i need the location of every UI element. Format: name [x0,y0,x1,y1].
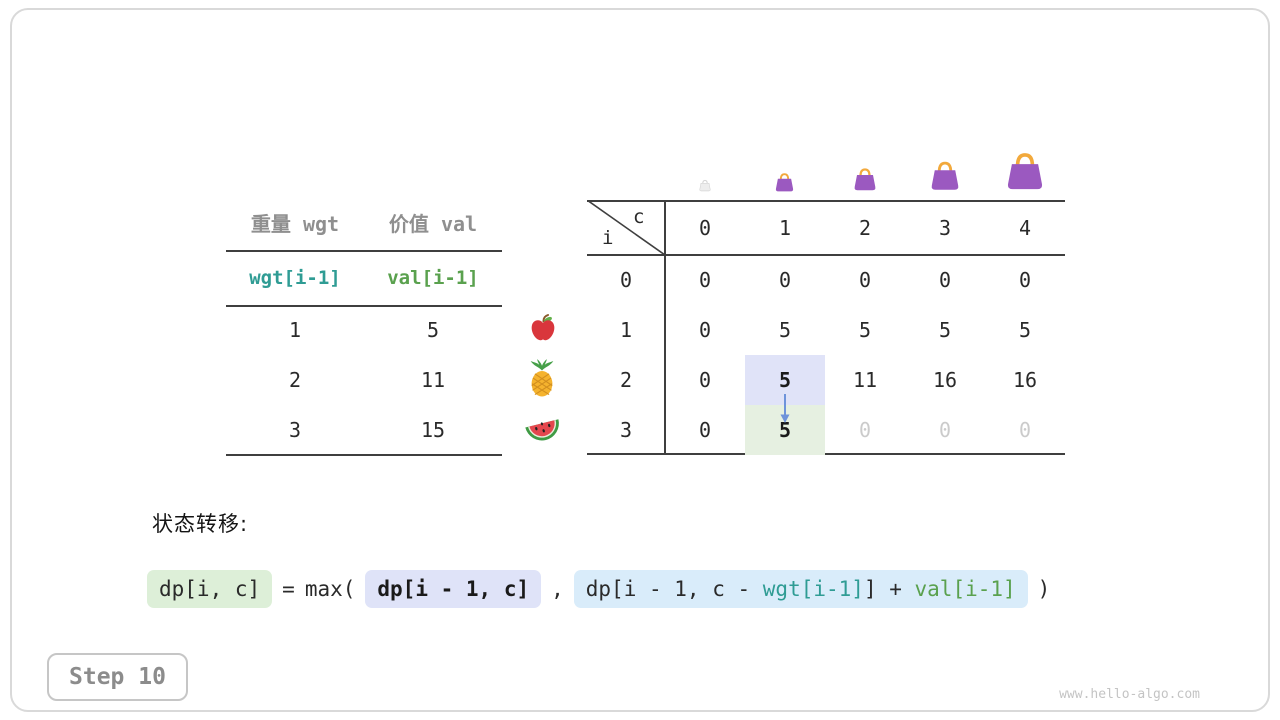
dp-cell-2-3: 16 [932,368,958,392]
bag-large-icon [930,161,960,192]
dp-cell-0-1: 0 [778,268,792,292]
dp-col-header-2: 2 [858,215,872,240]
dp-cell-1-3: 5 [938,318,952,342]
dp-header-row: c i 0 1 2 3 4 [587,200,1065,255]
transition-arrow-icon [780,394,790,423]
dp-row-1-label: 1 [619,318,633,342]
item-row-2: 2 11 [226,355,502,405]
formula-equals: = [282,577,295,601]
apple-icon [531,314,555,341]
dp-col-header-1: 1 [778,215,792,240]
item-table-rule-top [226,250,502,252]
dp-body: 0 0 0 0 0 0 1 0 5 5 5 5 2 0 5 11 16 [587,255,1065,455]
formula-arg2-chip: dp[i - 1, c - wgt[i-1]] + val[i-1] [573,570,1028,608]
val-var-label: val[i-1] [387,266,479,289]
dp-table: c i 0 1 2 3 4 0 0 0 0 0 0 1 0 5 5 5 [587,200,1065,455]
dp-row-3: 3 0 5 0 0 0 [587,405,1065,455]
dp-col-header-4: 4 [1018,215,1032,240]
dp-cell-0-3: 0 [938,268,952,292]
corner-col-var: c [633,206,645,228]
formula-arg2-part2: ] + [863,577,915,601]
dp-cell-3-2: 0 [858,418,872,442]
wgt-var-label: wgt[i-1] [249,266,341,289]
dp-cell-2-2: 11 [852,368,878,392]
dp-table-rule-bottom [587,453,1065,455]
formula-arg2-wgt-token: wgt[i-1] [762,577,864,601]
bag-faint-icon [699,179,711,192]
item-3-value: 15 [420,418,446,442]
dp-cell-2-4: 16 [1012,368,1038,392]
formula-arg2-val-token: val[i-1] [914,577,1016,601]
item-row-3: 3 15 [226,405,502,455]
dp-row-1: 1 0 5 5 5 5 [587,305,1065,355]
item-1-weight: 1 [288,318,302,342]
dp-cell-2-0: 0 [698,368,712,392]
dp-col-header-0: 0 [698,215,712,240]
item-1-value: 5 [426,318,440,342]
dp-row-0-label: 0 [619,268,633,292]
step-badge: Step 10 [47,653,188,701]
bag-small-icon [774,173,795,193]
dp-corner-cell: c i [587,200,665,255]
dp-row-0: 0 0 0 0 0 0 [587,255,1065,305]
bag-medium-icon [853,168,877,192]
pineapple-icon [530,359,554,397]
item-2-value: 11 [420,368,446,392]
item-table-rule-mid [226,305,502,307]
item-table-header-row: 重量 wgt 价值 val [226,195,502,250]
dp-cell-1-2: 5 [858,318,872,342]
item-table-var-row: wgt[i-1] val[i-1] [226,250,502,305]
dp-cell-3-0: 0 [698,418,712,442]
dp-col-header-3: 3 [938,215,952,240]
state-transition-label: 状态转移: [152,512,249,536]
dp-cell-0-0: 0 [698,268,712,292]
dp-cell-1-4: 5 [1018,318,1032,342]
dp-cell-0-4: 0 [1018,268,1032,292]
corner-diagonal-line [587,200,665,255]
dp-cell-0-2: 0 [858,268,872,292]
dp-row-2: 2 0 5 11 16 16 [587,355,1065,405]
item-table-header-wgt: 重量 wgt [250,212,340,236]
bag-xlarge-icon [1006,153,1044,191]
item-table-rule-bottom [226,454,502,456]
item-row-1: 1 5 [226,305,502,355]
state-transition-formula: dp[i, c] = max( dp[i - 1, c] , dp[i - 1,… [147,570,1050,608]
dp-cell-1-1: 5 [778,318,792,342]
dp-row-2-label: 2 [619,368,633,392]
formula-arg1-chip: dp[i - 1, c] [365,570,542,608]
dp-row-3-label: 3 [619,418,633,442]
dp-table-rule-header [587,254,1065,256]
item-table: 重量 wgt 价值 val wgt[i-1] val[i-1] 1 5 2 11… [226,195,502,456]
item-3-weight: 3 [288,418,302,442]
formula-max-open: max( [304,577,356,601]
corner-row-var: i [602,227,614,249]
dp-table-rule-top [587,200,1065,202]
item-2-weight: 2 [288,368,302,392]
dp-table-rule-vertical [664,200,666,455]
watermelon-icon [525,419,559,441]
formula-close-paren: ) [1037,577,1051,601]
formula-comma: , [551,577,564,601]
watermark: www.hello-algo.com [1059,687,1200,702]
formula-arg2-part1: dp[i - 1, c - [585,577,763,601]
figure-card: 重量 wgt 价值 val wgt[i-1] val[i-1] 1 5 2 11… [10,8,1270,712]
dp-cell-3-4: 0 [1018,418,1032,442]
dp-cell-3-3: 0 [938,418,952,442]
dp-cell-1-0: 0 [698,318,712,342]
formula-lhs-chip: dp[i, c] [147,570,273,608]
item-table-header-val: 价值 val [388,212,478,236]
